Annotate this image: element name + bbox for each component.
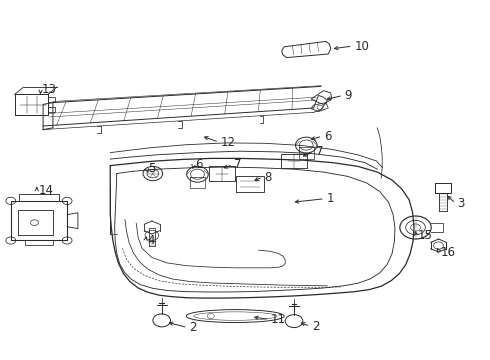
Text: 14: 14 [38,184,53,197]
Text: 7: 7 [234,158,242,171]
Text: 11: 11 [271,313,286,326]
Text: 2: 2 [189,321,196,334]
Text: 6: 6 [324,130,331,143]
Text: 8: 8 [264,171,271,184]
Text: 15: 15 [418,229,433,242]
Text: 12: 12 [220,136,236,149]
Text: 13: 13 [42,83,57,96]
Text: 7: 7 [316,145,323,158]
Text: 4: 4 [147,234,154,247]
Text: 1: 1 [326,192,334,205]
Text: 6: 6 [195,158,202,171]
Text: 2: 2 [312,320,319,333]
Text: 10: 10 [354,40,369,53]
Text: 3: 3 [457,197,465,210]
Text: 5: 5 [148,162,156,175]
Text: 16: 16 [441,246,456,258]
Text: 9: 9 [344,89,352,102]
